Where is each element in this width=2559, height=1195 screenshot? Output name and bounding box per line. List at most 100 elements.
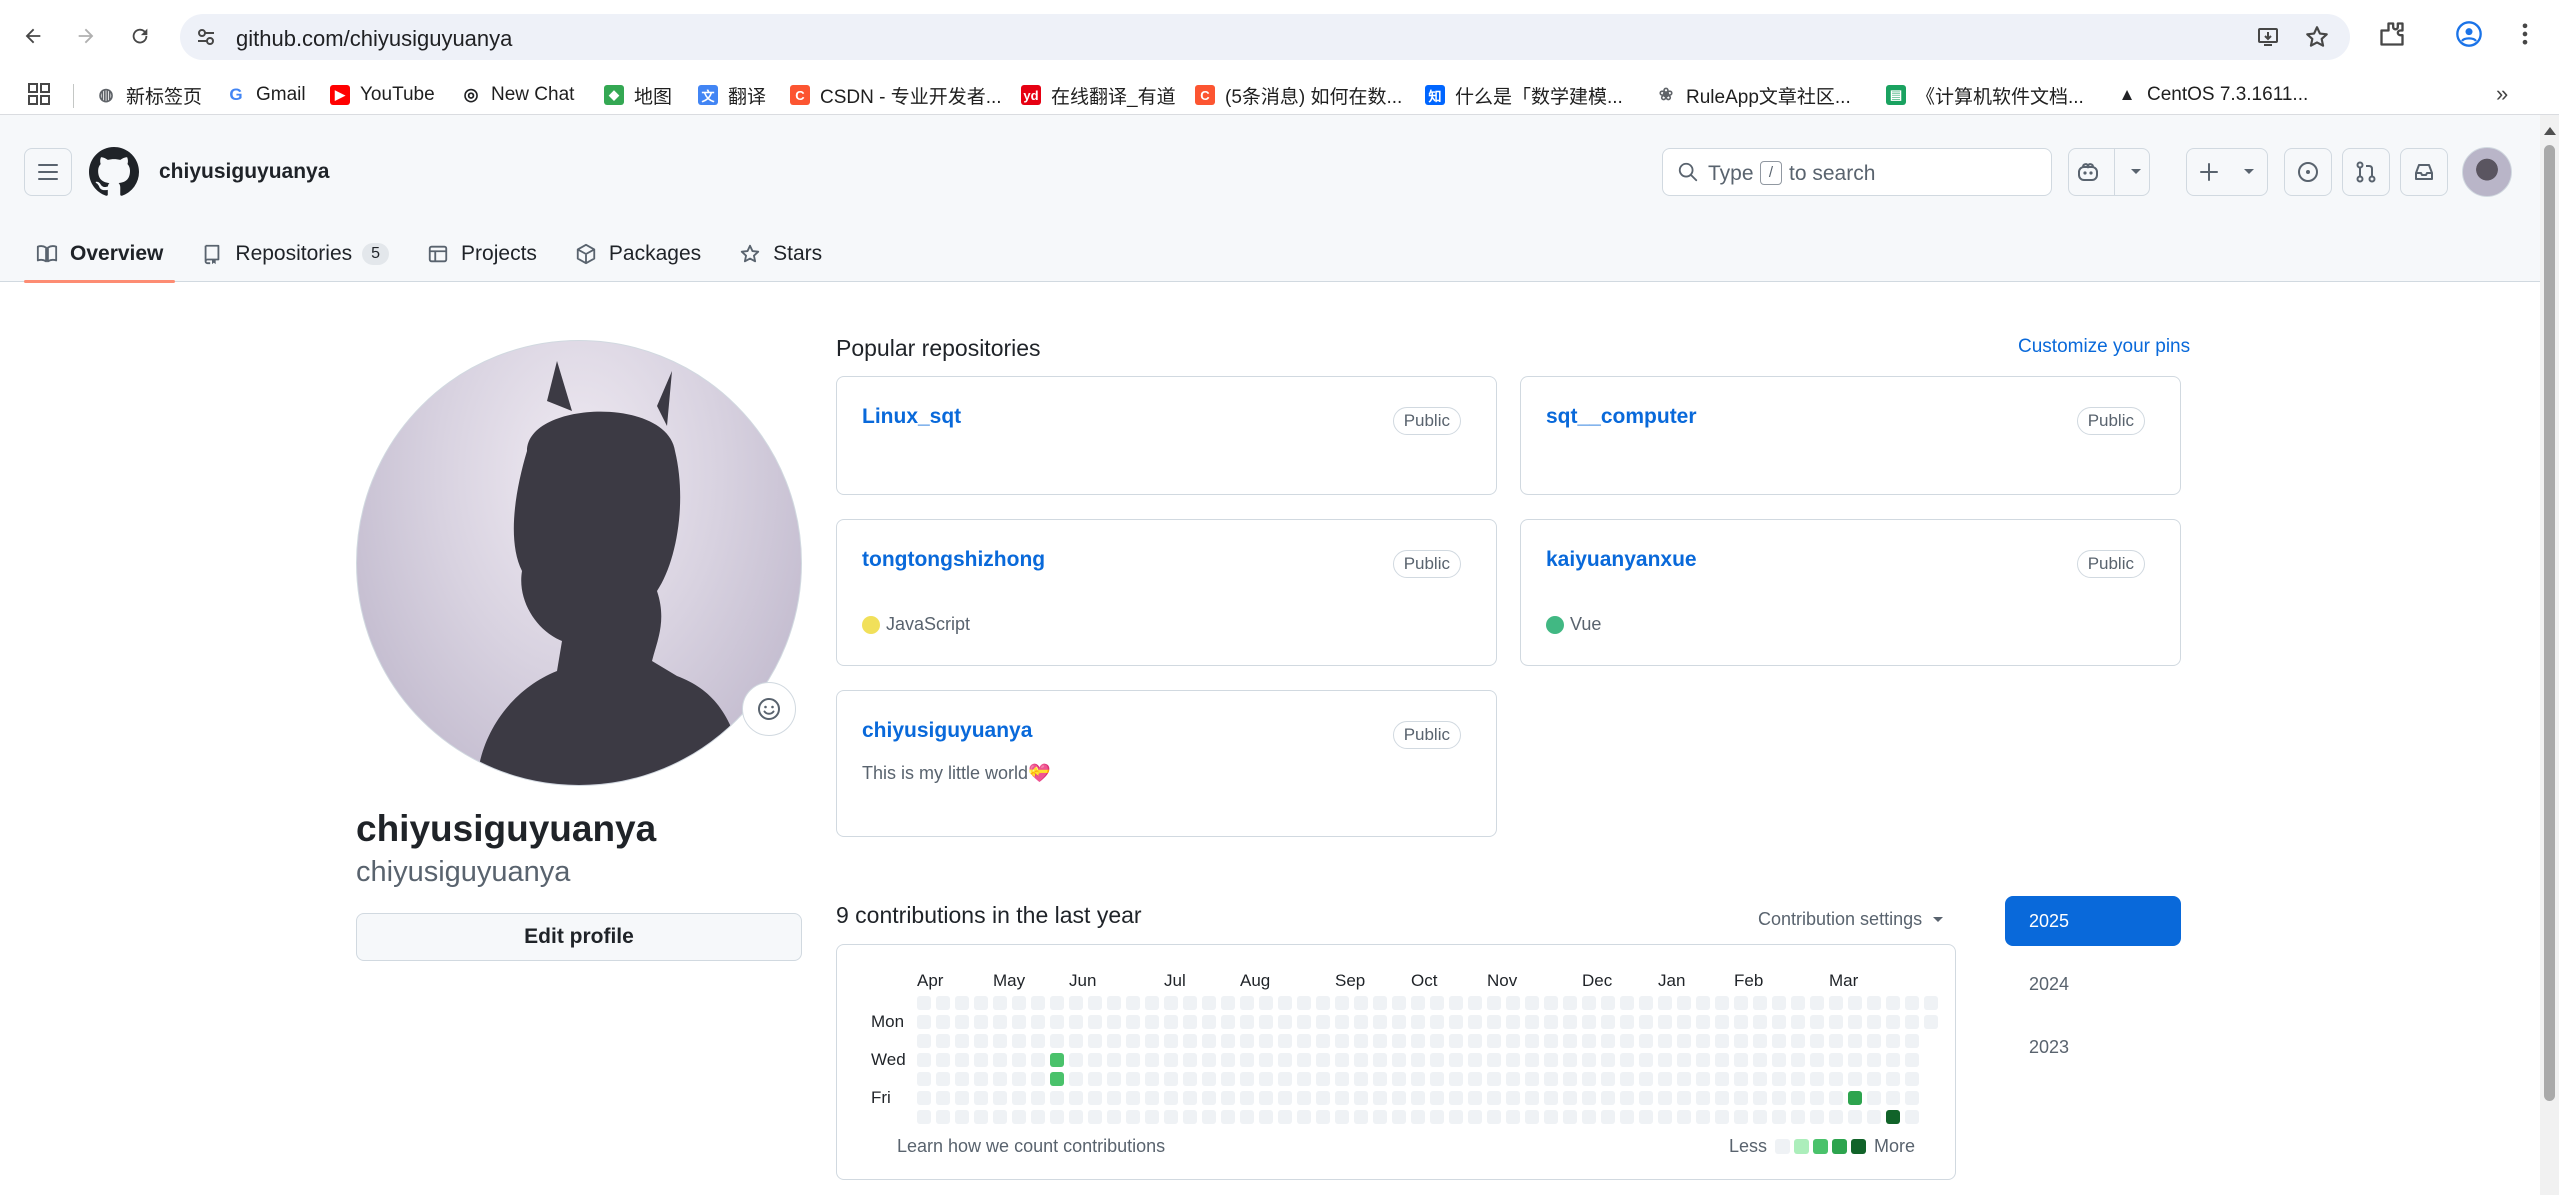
contribution-day[interactable] bbox=[1753, 1015, 1767, 1029]
customize-pins-link[interactable]: Customize your pins bbox=[2018, 336, 2191, 357]
contribution-day[interactable] bbox=[1639, 1015, 1653, 1029]
contribution-day[interactable] bbox=[1183, 1091, 1197, 1105]
contribution-day[interactable] bbox=[1658, 1034, 1672, 1048]
contribution-day[interactable] bbox=[1810, 1015, 1824, 1029]
contribution-day[interactable] bbox=[1335, 1072, 1349, 1086]
contribution-day[interactable] bbox=[1012, 1072, 1026, 1086]
contribution-day[interactable] bbox=[1335, 1015, 1349, 1029]
contribution-day[interactable] bbox=[1791, 1072, 1805, 1086]
contribution-day[interactable] bbox=[917, 1110, 931, 1124]
contribution-day[interactable] bbox=[1582, 996, 1596, 1010]
contribution-day[interactable] bbox=[1563, 996, 1577, 1010]
contribution-day[interactable] bbox=[1905, 996, 1919, 1010]
contribution-day[interactable] bbox=[1259, 1053, 1273, 1067]
contribution-day[interactable] bbox=[1126, 1053, 1140, 1067]
contribution-day[interactable] bbox=[1525, 1110, 1539, 1124]
contribution-day[interactable] bbox=[1411, 1034, 1425, 1048]
forward-button[interactable] bbox=[66, 16, 106, 56]
contribution-day[interactable] bbox=[1791, 1015, 1805, 1029]
site-info-icon[interactable] bbox=[194, 25, 218, 49]
contribution-day[interactable] bbox=[1715, 1110, 1729, 1124]
contribution-day[interactable] bbox=[1658, 1015, 1672, 1029]
contribution-day[interactable] bbox=[1810, 1053, 1824, 1067]
contribution-day[interactable] bbox=[1373, 1110, 1387, 1124]
contribution-day[interactable] bbox=[1620, 996, 1634, 1010]
contribution-day[interactable] bbox=[1430, 1072, 1444, 1086]
contribution-day[interactable] bbox=[974, 1091, 988, 1105]
contribution-day[interactable] bbox=[1715, 1053, 1729, 1067]
contribution-day[interactable] bbox=[1316, 1091, 1330, 1105]
extensions-icon[interactable] bbox=[2378, 20, 2406, 48]
contribution-day[interactable] bbox=[1392, 1110, 1406, 1124]
contribution-day[interactable] bbox=[1468, 1072, 1482, 1086]
contribution-day[interactable] bbox=[1316, 1072, 1330, 1086]
contribution-day[interactable] bbox=[1430, 996, 1444, 1010]
bookmark-item[interactable]: ▲ CentOS 7.3.1611... bbox=[2117, 80, 2309, 110]
contribution-day[interactable] bbox=[1316, 1015, 1330, 1029]
contribution-day[interactable] bbox=[1088, 1015, 1102, 1029]
contribution-day[interactable] bbox=[1316, 1034, 1330, 1048]
contribution-day[interactable] bbox=[1145, 1072, 1159, 1086]
contribution-day[interactable] bbox=[1221, 1034, 1235, 1048]
contribution-day[interactable] bbox=[1525, 996, 1539, 1010]
contribution-day[interactable] bbox=[1316, 1053, 1330, 1067]
contribution-day[interactable] bbox=[936, 1110, 950, 1124]
contribution-day[interactable] bbox=[1012, 1091, 1026, 1105]
contribution-day[interactable] bbox=[1867, 1015, 1881, 1029]
contribution-day[interactable] bbox=[1829, 1053, 1843, 1067]
contribution-day[interactable] bbox=[1088, 1034, 1102, 1048]
contribution-day[interactable] bbox=[1639, 1053, 1653, 1067]
contribution-day[interactable] bbox=[1886, 1015, 1900, 1029]
contribution-day[interactable] bbox=[1620, 1034, 1634, 1048]
contribution-day[interactable] bbox=[993, 996, 1007, 1010]
contribution-day[interactable] bbox=[974, 996, 988, 1010]
set-status-button[interactable] bbox=[742, 682, 796, 736]
contribution-day[interactable] bbox=[1848, 1091, 1862, 1105]
contribution-day[interactable] bbox=[1487, 996, 1501, 1010]
contribution-day[interactable] bbox=[1753, 1110, 1767, 1124]
contribution-day[interactable] bbox=[1487, 1053, 1501, 1067]
contribution-day[interactable] bbox=[1392, 1072, 1406, 1086]
contribution-day[interactable] bbox=[1411, 996, 1425, 1010]
create-new-button[interactable] bbox=[2186, 148, 2268, 196]
bookmark-item[interactable]: 知什么是「数学建模... bbox=[1425, 80, 1623, 110]
contribution-day[interactable] bbox=[1468, 1091, 1482, 1105]
contribution-day[interactable] bbox=[917, 996, 931, 1010]
reload-button[interactable] bbox=[120, 16, 160, 56]
contribution-day[interactable] bbox=[1164, 1053, 1178, 1067]
contribution-day[interactable] bbox=[1335, 1034, 1349, 1048]
contribution-day[interactable] bbox=[1677, 996, 1691, 1010]
contribution-day[interactable] bbox=[1563, 1034, 1577, 1048]
contribution-day[interactable] bbox=[1620, 1015, 1634, 1029]
tab-packages[interactable]: Packages bbox=[563, 225, 713, 282]
year-button-2025[interactable]: 2025 bbox=[2005, 896, 2181, 946]
contribution-day[interactable] bbox=[1107, 1053, 1121, 1067]
contribution-day[interactable] bbox=[1449, 1110, 1463, 1124]
contribution-day[interactable] bbox=[1221, 1091, 1235, 1105]
contribution-day[interactable] bbox=[1563, 1110, 1577, 1124]
back-button[interactable] bbox=[13, 16, 53, 56]
github-logo-icon[interactable] bbox=[89, 147, 139, 197]
contribution-day[interactable] bbox=[1905, 1072, 1919, 1086]
contribution-day[interactable] bbox=[1658, 996, 1672, 1010]
contribution-day[interactable] bbox=[1563, 1053, 1577, 1067]
contribution-day[interactable] bbox=[1468, 1053, 1482, 1067]
contribution-day[interactable] bbox=[1696, 1015, 1710, 1029]
contribution-day[interactable] bbox=[1582, 1053, 1596, 1067]
bookmark-item[interactable]: ◆ 地图 bbox=[604, 80, 672, 110]
contribution-day[interactable] bbox=[1772, 1034, 1786, 1048]
scrollbar-thumb[interactable] bbox=[2544, 145, 2555, 1101]
contribution-day[interactable] bbox=[1487, 1034, 1501, 1048]
contribution-day[interactable] bbox=[1620, 1053, 1634, 1067]
contribution-day[interactable] bbox=[1088, 996, 1102, 1010]
contribution-day[interactable] bbox=[1772, 1110, 1786, 1124]
contribution-day[interactable] bbox=[1373, 996, 1387, 1010]
contribution-day[interactable] bbox=[1715, 1072, 1729, 1086]
contribution-day[interactable] bbox=[1354, 1072, 1368, 1086]
user-avatar-menu[interactable] bbox=[2462, 147, 2512, 197]
contribution-day[interactable] bbox=[1829, 1015, 1843, 1029]
contribution-day[interactable] bbox=[1848, 1034, 1862, 1048]
contribution-day[interactable] bbox=[917, 1053, 931, 1067]
contribution-day[interactable] bbox=[1848, 1072, 1862, 1086]
contribution-day[interactable] bbox=[1810, 1091, 1824, 1105]
